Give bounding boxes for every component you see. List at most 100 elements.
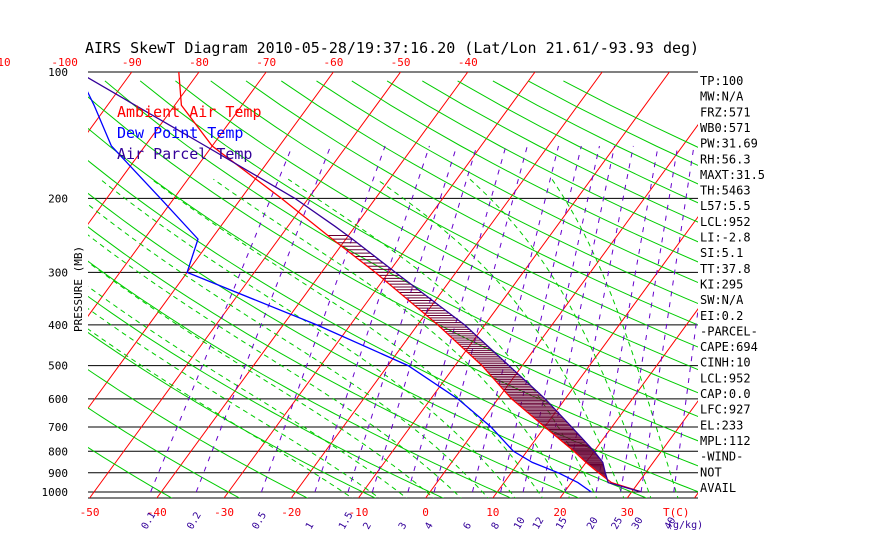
moist-adiabat-line (88, 203, 489, 498)
dry-adiabat-line (422, 80, 698, 223)
bottom-temp-tick-label: -10 (348, 506, 368, 519)
index-value: LCL:952 (700, 215, 751, 229)
top-temp-tick-label: -40 (458, 56, 478, 69)
index-value: KI:295 (700, 277, 743, 291)
index-value: CAP:0.0 (700, 387, 751, 401)
isotherm-line (88, 72, 133, 133)
mixing-ratio-label: 10 (512, 516, 528, 532)
isotherm-line (223, 72, 536, 498)
mixing-ratio-label: 20 (585, 516, 601, 532)
dry-adiabat-line (88, 159, 698, 493)
dry-adiabat-line (88, 331, 377, 498)
mixing-ratio-line (195, 145, 332, 493)
dry-adiabat-line (139, 80, 698, 394)
isotherm-line (559, 308, 698, 498)
top-temp-tick-label: -70 (256, 56, 276, 69)
moist-adiabat-line (88, 261, 435, 498)
moist-adiabat-line (551, 178, 679, 498)
mixing-ratio-label: 12 (531, 516, 547, 532)
isotherm-grid (0, 72, 870, 498)
top-temp-tick-label: -80 (189, 56, 209, 69)
mixing-ratio-labels: 0.1 0.2 0.5 1 1.5 2 3 4 6 8 10 12 15 20 25 30 40(g/kg) (140, 510, 703, 531)
bottom-temp-tick-label: -30 (214, 506, 234, 519)
bottom-temp-tick-label: -50 (80, 506, 100, 519)
dry-adiabat-line (88, 127, 698, 467)
bottom-temp-tick-labels: -50 -40 -30 -20 -10 0 10 20 30 T(C) (80, 506, 690, 519)
isotherm-line (829, 72, 870, 498)
index-value: WB0:571 (700, 121, 751, 135)
isotherm-line (0, 72, 65, 498)
pressure-tick-label: 200 (48, 192, 68, 205)
mixing-ratio-label: 30 (630, 516, 646, 532)
mixing-ratio-line (595, 145, 659, 493)
index-value: SI:5.1 (700, 246, 743, 260)
index-value: MAXT:31.5 (700, 168, 765, 182)
dry-adiabat-line (316, 80, 698, 284)
index-value: SW:N/A (700, 293, 744, 307)
mixing-ratio-line (673, 306, 698, 493)
pressure-tick-label: 500 (48, 360, 68, 373)
mixing-ratio-label: 15 (554, 516, 570, 532)
mixing-ratio-label: 0.5 (251, 510, 270, 531)
ambient-air-temp-line (178, 72, 642, 493)
pressure-tick-label: 400 (48, 319, 68, 332)
dry-adiabat-line (88, 226, 580, 498)
mixing-ratio-line (371, 145, 478, 493)
legend-air-parcel-temp: Air Parcel Temp (117, 145, 252, 163)
dry-adiabat-line (88, 407, 241, 498)
mixing-ratio-line (640, 145, 695, 493)
legend-dew-point-temp: Dew Point Temp (117, 124, 243, 142)
mixing-ratio-line (314, 145, 430, 493)
pressure-tick-label: 800 (48, 445, 68, 458)
mixing-ratio-line (522, 145, 600, 493)
mixing-ratio-grid (150, 145, 698, 493)
cape-hatch-area (327, 234, 608, 480)
pressure-tick-labels: 100 200 300 400 500 600 700 800 900 1000 (42, 66, 69, 499)
index-value: L57:5.5 (700, 199, 751, 213)
dew-point-temp-line (88, 91, 592, 493)
index-value: CAPE:694 (700, 340, 758, 354)
index-value: LCL:952 (700, 371, 751, 385)
mixing-ratio-label: 40 (663, 516, 679, 532)
index-value: -PARCEL- (700, 324, 758, 338)
air-parcel-temp-line (88, 77, 642, 493)
top-temp-tick-labels: -120-110-100-90-80-70-60-50-40 (0, 56, 478, 69)
dry-adiabat-line (175, 80, 698, 371)
moist-adiabat-line (88, 328, 353, 498)
pressure-tick-label: 600 (48, 393, 68, 406)
dry-adiabat-line (245, 80, 698, 326)
index-value: -WIND- (700, 450, 743, 464)
index-value: LI:-2.8 (700, 231, 751, 245)
top-temp-tick-label: -90 (122, 56, 142, 69)
isotherm-line (88, 72, 200, 225)
dry-adiabat-line (88, 260, 512, 498)
index-value: RH:56.3 (700, 152, 751, 166)
top-temp-tick-label: -110 (0, 56, 11, 69)
bottom-temp-tick-label: 10 (486, 506, 499, 519)
top-temp-tick-label: -100 (51, 56, 78, 69)
dry-adiabat-line (281, 80, 698, 305)
index-value: NOT (700, 465, 722, 479)
index-value: CINH:10 (700, 356, 751, 370)
mixing-ratio-label: 4 (423, 521, 436, 532)
isotherm-line (89, 72, 402, 498)
profile-lines (88, 72, 642, 493)
dry-adiabat-line (88, 446, 173, 498)
moist-adiabat-line (376, 178, 625, 498)
index-value: TP:100 (700, 74, 743, 88)
isotherm-line (762, 72, 870, 498)
dry-adiabat-line (210, 80, 698, 348)
index-value: TH:5463 (700, 184, 751, 198)
isotherm-line (290, 72, 603, 498)
mixing-ratio-line (620, 145, 679, 493)
index-value: LFC:927 (700, 403, 751, 417)
pressure-tick-label: 100 (48, 66, 68, 79)
mixing-ratio-label: 6 (462, 521, 475, 532)
y-axis-label: PRESSURE (MB) (72, 246, 85, 332)
top-temp-tick-label: -60 (323, 56, 343, 69)
index-value: MW:N/A (700, 90, 744, 104)
index-value: FRZ:571 (700, 105, 751, 119)
dry-adiabat-line (457, 80, 698, 204)
